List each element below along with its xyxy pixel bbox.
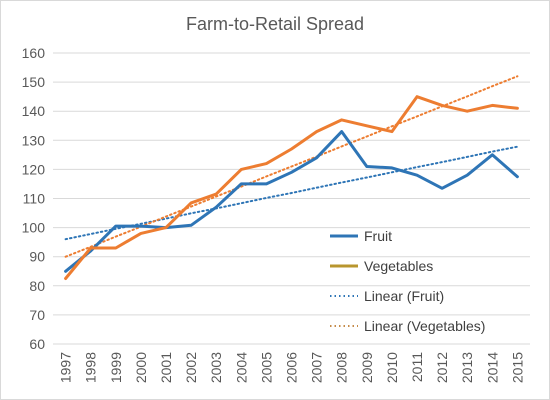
series-lines [64, 75, 519, 280]
series-line-vegetables [64, 95, 519, 280]
y-tick-label: 130 [22, 132, 46, 148]
x-tick-label: 2004 [233, 352, 249, 383]
y-tick-label: 140 [22, 103, 46, 119]
y-tick-label: 110 [23, 191, 46, 207]
y-axis-tick-labels: 60 70 80 90 100 110 120 130 140 150 160 [22, 45, 46, 352]
legend-label: Linear (Fruit) [364, 288, 444, 304]
x-tick-label: 2003 [208, 352, 224, 383]
series-line-linear-vegetables [64, 75, 519, 258]
series-line-fruit [64, 130, 519, 273]
x-tick-label: 2011 [409, 352, 425, 382]
y-tick-label: 160 [22, 45, 46, 61]
chart-title: Farm-to-Retail Spread [186, 14, 364, 34]
y-tick-label: 60 [29, 336, 45, 352]
legend-label: Vegetables [364, 258, 433, 274]
x-tick-label: 2013 [459, 352, 475, 383]
x-tick-label: 2006 [284, 352, 300, 383]
legend-label: Linear (Vegetables) [364, 318, 485, 334]
x-axis-tick-labels: 1997 1998 1999 2000 2001 2002 2003 2004 2005 2006… [58, 352, 526, 383]
y-tick-label: 120 [22, 161, 46, 177]
gridlines [53, 52, 530, 345]
x-tick-label: 2012 [434, 352, 450, 383]
x-tick-label: 2014 [484, 352, 500, 383]
x-tick-label: 2000 [133, 352, 149, 383]
x-tick-label: 1998 [83, 352, 99, 383]
x-tick-label: 2007 [309, 352, 325, 383]
legend: Fruit Vegetables Linear (Fruit) Linear (Veg… [330, 228, 485, 334]
x-tick-label: 2001 [158, 352, 174, 383]
x-tick-label: 2008 [334, 352, 350, 383]
x-tick-label: 1999 [108, 352, 124, 383]
x-tick-label: 1997 [58, 352, 74, 383]
y-tick-label: 100 [22, 220, 46, 236]
y-tick-label: 80 [29, 278, 45, 294]
y-tick-label: 150 [22, 74, 46, 90]
x-tick-label: 2009 [359, 352, 375, 383]
x-tick-label: 2005 [258, 352, 274, 383]
x-tick-label: 2010 [384, 352, 400, 383]
x-tick-label: 2002 [183, 352, 199, 383]
y-tick-label: 70 [29, 307, 45, 323]
legend-label: Fruit [364, 228, 392, 244]
x-tick-label: 2015 [509, 352, 525, 383]
y-tick-label: 90 [29, 249, 45, 265]
series-line-linear-fruit [64, 145, 519, 241]
